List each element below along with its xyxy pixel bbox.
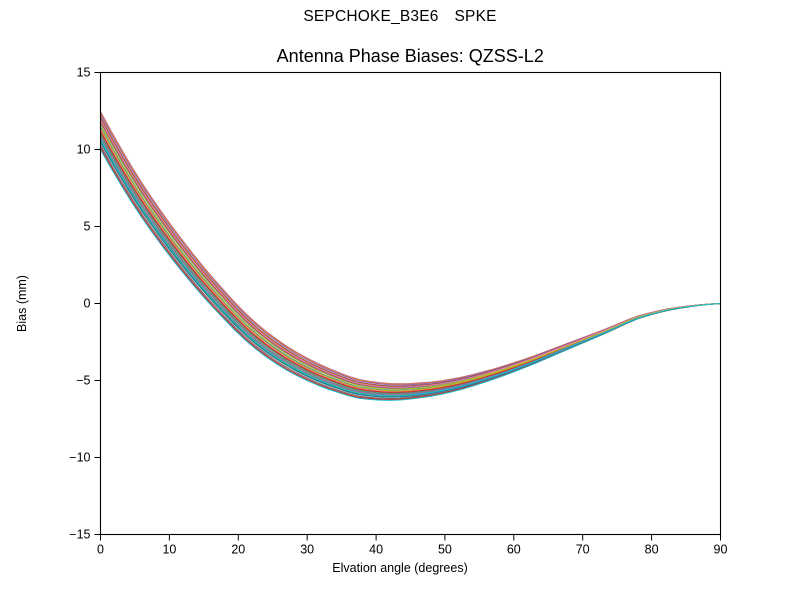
svg-text:30: 30 <box>300 543 314 557</box>
svg-text:20: 20 <box>231 543 245 557</box>
svg-text:70: 70 <box>576 543 590 557</box>
svg-text:0: 0 <box>84 297 91 311</box>
svg-text:−15: −15 <box>69 528 90 542</box>
svg-text:−10: −10 <box>69 451 90 465</box>
svg-text:90: 90 <box>714 543 728 557</box>
svg-text:10: 10 <box>77 143 91 157</box>
svg-text:40: 40 <box>369 543 383 557</box>
svg-text:60: 60 <box>507 543 521 557</box>
svg-text:15: 15 <box>77 66 91 80</box>
svg-text:−5: −5 <box>76 374 90 388</box>
svg-text:0: 0 <box>97 543 104 557</box>
svg-text:Bias (mm): Bias (mm) <box>15 275 29 332</box>
svg-text:10: 10 <box>162 543 176 557</box>
svg-text:50: 50 <box>438 543 452 557</box>
svg-text:5: 5 <box>84 220 91 234</box>
svg-text:80: 80 <box>645 543 659 557</box>
